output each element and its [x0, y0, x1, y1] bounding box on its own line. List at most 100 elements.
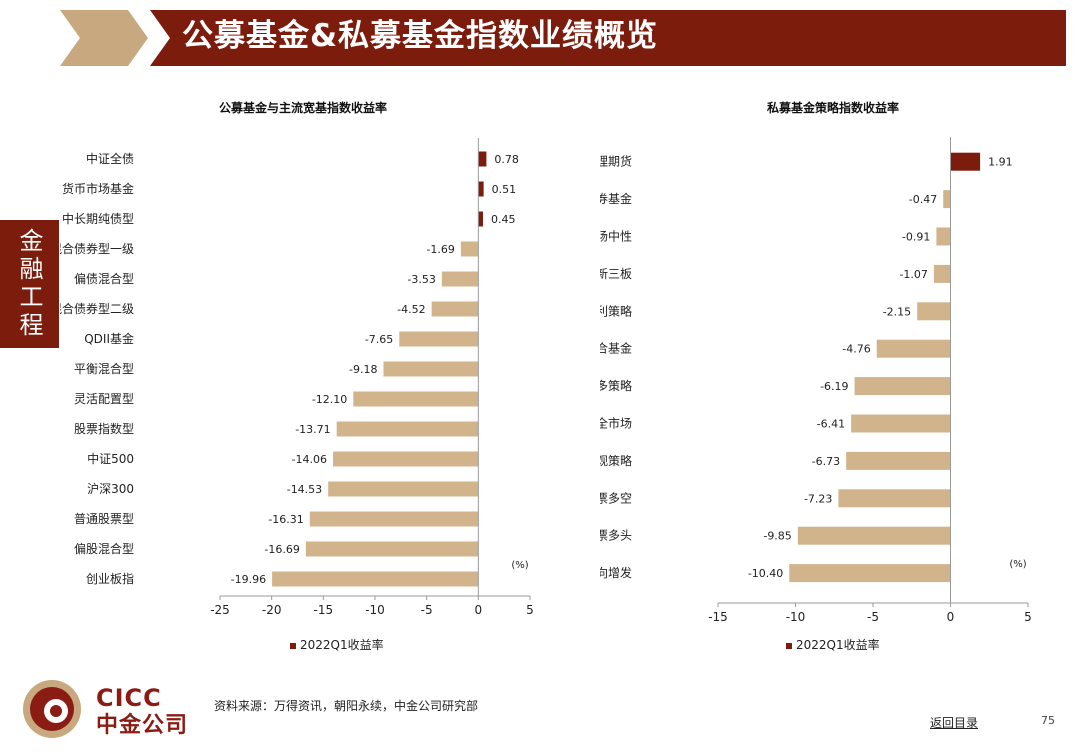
category-label: 股票指数型 — [74, 421, 134, 436]
value-label: 0.78 — [494, 153, 518, 166]
category-label: 债券基金 — [600, 191, 632, 206]
bar — [431, 301, 479, 317]
chart-title: 公募基金与主流宽基指数收益率 — [219, 100, 387, 115]
category-label: 货币市场基金 — [62, 181, 134, 196]
bar — [305, 541, 479, 557]
value-label: -6.73 — [812, 455, 840, 468]
bar — [838, 489, 951, 508]
logo-text-cn: 中金公司 — [96, 713, 189, 738]
bar — [478, 211, 483, 227]
bar — [876, 339, 951, 358]
value-label: -14.53 — [287, 483, 322, 496]
bar — [797, 526, 951, 545]
bar — [851, 414, 951, 433]
chart-title: 私募基金策略指数收益率 — [766, 100, 899, 115]
value-label: -0.47 — [909, 193, 937, 206]
x-tick-label: -20 — [262, 603, 282, 617]
value-label: -13.71 — [295, 423, 330, 436]
bar — [789, 564, 951, 583]
category-label: 中证500 — [87, 451, 134, 466]
section-tab[interactable]: 金融工程 — [0, 220, 59, 348]
x-tick-label: -10 — [786, 610, 806, 624]
cicc-logo-icon — [23, 680, 81, 738]
category-label: 中证全债 — [86, 151, 134, 166]
value-label: -1.07 — [899, 268, 927, 281]
value-label: -7.23 — [804, 492, 832, 505]
bar — [943, 190, 951, 209]
bar — [272, 571, 479, 587]
category-label: 中长期纯债型 — [62, 211, 134, 226]
source-note: 资料来源：万得资讯，朝阳永续，中金公司研究部 — [214, 699, 479, 713]
banner-chevron-light — [60, 10, 148, 66]
category-label: 创业板指 — [86, 571, 134, 586]
value-label: -14.06 — [292, 453, 327, 466]
category-label: 沪深300 — [87, 482, 134, 496]
bar — [353, 391, 479, 407]
bar — [328, 481, 479, 497]
category-label: 混合债券型二级 — [60, 301, 134, 316]
value-label: -6.19 — [820, 380, 848, 393]
category-label: 组合基金 — [600, 341, 632, 356]
x-tick-label: 0 — [947, 610, 955, 624]
category-label: 偏股混合型 — [74, 541, 134, 556]
x-tick-label: 5 — [526, 603, 534, 617]
category-label: 定向增发 — [600, 565, 632, 580]
value-label: -9.18 — [349, 363, 377, 376]
private-fund-chart: 私募基金策略指数收益率管理期货 1.91 债券基金 -0.47 股票市场中性 -0.91 新… — [600, 100, 1032, 652]
category-label: 股票市场中性 — [600, 229, 632, 244]
value-label: -12.10 — [312, 393, 347, 406]
category-label: 平衡混合型 — [74, 361, 134, 376]
logo-text: CICC — [96, 684, 162, 712]
bar — [309, 511, 479, 527]
bar — [854, 377, 951, 396]
x-tick-label: 0 — [475, 603, 483, 617]
category-label: 多策略 — [600, 378, 632, 393]
category-label: QDII基金 — [84, 331, 134, 346]
bar — [936, 227, 951, 246]
category-label: 股票多空 — [600, 491, 632, 505]
bar — [333, 451, 479, 467]
x-tick-label: -5 — [867, 610, 879, 624]
x-tick-label: -15 — [708, 610, 728, 624]
bar — [383, 361, 479, 377]
value-label: 1.91 — [988, 156, 1013, 169]
x-tick-label: -15 — [314, 603, 334, 617]
value-label: -4.76 — [842, 343, 870, 356]
bar — [441, 271, 479, 287]
value-label: -10.40 — [748, 567, 783, 580]
value-label: -6.41 — [817, 418, 845, 431]
value-label: -4.52 — [397, 303, 425, 316]
value-label: -3.53 — [407, 273, 435, 286]
value-label: -16.69 — [264, 543, 299, 556]
back-to-contents-link[interactable]: 返回目录 — [930, 716, 979, 730]
header-banner — [60, 10, 1066, 66]
bar — [460, 241, 479, 257]
value-label: 0.45 — [491, 213, 516, 226]
category-label: 股票多头 — [600, 529, 632, 543]
bar — [846, 451, 951, 470]
category-label: 宏观策略 — [600, 453, 632, 468]
value-label: 0.51 — [492, 183, 517, 196]
x-tick-label: 5 — [1024, 610, 1032, 624]
bar — [933, 264, 951, 283]
bar — [399, 331, 479, 347]
x-tick-label: -10 — [365, 603, 385, 617]
category-label: 混合债券型一级 — [60, 241, 134, 256]
legend-swatch — [290, 643, 296, 649]
unit-label: (%) — [511, 560, 528, 571]
unit-label: (%) — [1009, 559, 1026, 570]
category-label: 灵活配置型 — [74, 392, 134, 406]
bar — [478, 151, 487, 167]
bar — [917, 302, 951, 321]
page-title: 公募基金&私募基金指数业绩概览 — [182, 18, 659, 54]
category-label: 管理期货 — [600, 154, 632, 169]
value-label: -7.65 — [365, 333, 393, 346]
banner-bar — [150, 10, 1066, 66]
value-label: -19.96 — [231, 573, 266, 586]
category-label: 普通股票型 — [74, 512, 134, 526]
category-label: 偏债混合型 — [74, 271, 134, 286]
bar — [336, 421, 479, 437]
legend-label: 2022Q1收益率 — [796, 637, 880, 652]
legend-label: 2022Q1收益率 — [300, 637, 384, 652]
